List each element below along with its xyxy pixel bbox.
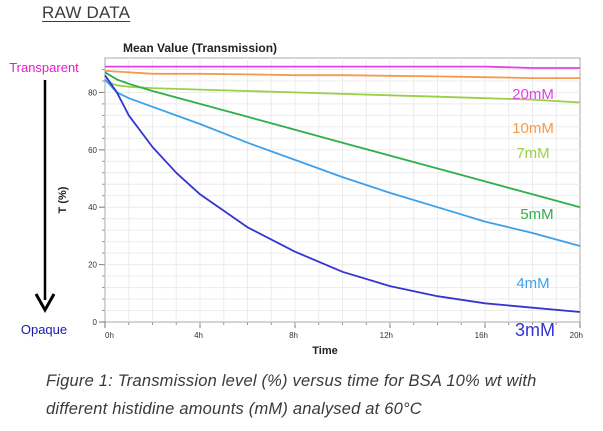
y-tick-label: 40 [88,203,97,212]
x-tick-label: 12h [380,331,393,340]
transparent-label: Transparent [9,60,79,75]
series-label: 10mM [512,120,554,137]
x-tick-label: 16h [475,331,488,340]
x-tick-label: 0h [105,331,114,340]
series-line [104,78,581,247]
transmission-chart: Mean Value (Transmission) Transparent Op… [9,41,583,357]
series-line [105,65,580,69]
y-tick-label: 80 [88,88,97,97]
arrow-head [34,293,56,314]
series-line [104,71,581,209]
series-line [104,74,581,313]
x-tick-label: 4h [194,331,203,340]
series-label: 5mM [520,206,553,223]
x-tick-label: 20h [570,331,583,340]
series-line [104,80,581,104]
y-axis-label: T (%) [57,186,69,213]
series-line [104,70,580,79]
x-tick-label: 8h [289,331,298,340]
y-tick-label: 20 [88,261,97,270]
y-tick-label: 0 [93,318,98,327]
opaque-label: Opaque [21,322,67,337]
raw-data-heading: RAW DATA [42,3,131,22]
plot-area: 0h 4h 8h 12h 16h 20h 0 20 40 60 80 20mM 10mM 7mM 5mM 4m… [88,57,583,340]
series-label: 4mM [516,275,549,292]
series-label: 20mM [512,86,554,103]
series-label: 3mM [515,320,555,340]
figure-caption: Figure 1: Transmission level (%) versus … [46,372,537,418]
y-tick-label: 60 [88,146,97,155]
series-label: 7mM [516,145,549,162]
direction-arrow [34,80,56,314]
x-axis-label: Time [312,345,337,357]
chart-title: Mean Value (Transmission) [123,41,277,55]
